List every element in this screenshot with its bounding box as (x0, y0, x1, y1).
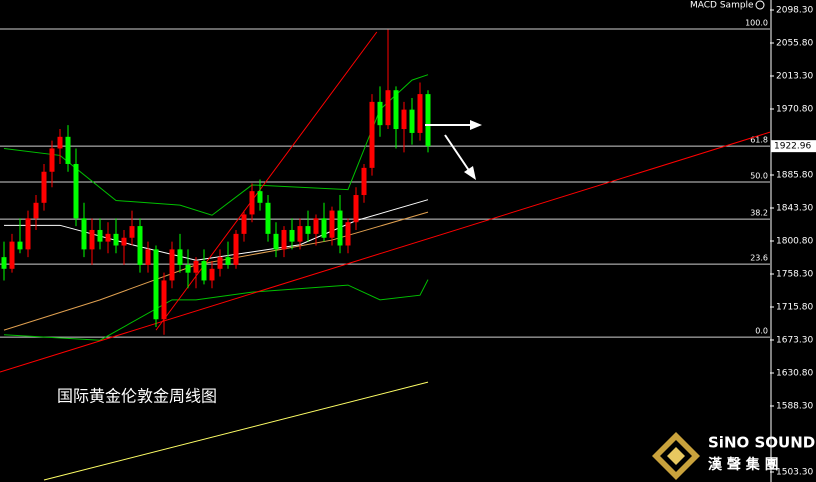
candle-body (313, 218, 319, 234)
candle-body (265, 202, 271, 234)
y-tick-label: 1588.30 (776, 401, 813, 411)
candle-body (113, 233, 119, 246)
y-tick-label: 2055.80 (776, 39, 813, 49)
candle-body (33, 202, 39, 219)
candle-body (377, 101, 383, 126)
chart-title: MACD Sample (690, 1, 754, 11)
arrow (444, 134, 471, 173)
candle-body (273, 233, 279, 250)
indicator-line (4, 199, 429, 261)
fib-label: 50.0 (750, 171, 768, 180)
fib-label: 0.0 (755, 327, 768, 336)
candle-body (385, 90, 391, 126)
indicator-line (3, 279, 429, 341)
indicator-line (43, 381, 429, 481)
candle-body (417, 94, 423, 133)
candle-body (393, 90, 399, 130)
plot: 2098.30 2055.80 2013.30 1970.80 1885.80 1843.… (0, 6, 816, 481)
candle-body (241, 214, 247, 234)
y-tick-label: 2013.30 (776, 72, 813, 82)
candle-body (185, 264, 191, 273)
candle-body (105, 233, 111, 242)
candle-body (121, 237, 127, 246)
candle-body (81, 218, 87, 250)
candle-body (65, 136, 71, 164)
candle-body (145, 249, 151, 265)
candle-body (17, 241, 23, 250)
logo-icon (667, 447, 685, 465)
candle-body (321, 218, 327, 238)
candle-body (233, 233, 239, 265)
candle-body (305, 226, 311, 234)
fib-label: 61.8 (750, 136, 768, 145)
candle-body (49, 148, 55, 172)
logo-name: SiNO SOUND (708, 434, 815, 452)
candle-body (129, 226, 135, 238)
candle-body (161, 280, 167, 320)
logo-subtitle: 漢 聲 集 團 (708, 456, 779, 473)
candle-body (169, 249, 175, 281)
y-tick-label: 1970.80 (776, 105, 813, 115)
candle-body (9, 241, 15, 269)
candle-body (25, 218, 31, 250)
candle-body (425, 94, 431, 147)
title-icon (755, 0, 765, 10)
candle-body (1, 257, 7, 269)
candle-body (369, 101, 375, 168)
candle-body (153, 249, 159, 320)
candle-body (337, 210, 343, 246)
candle-body (89, 229, 95, 250)
candle-body (217, 257, 223, 269)
y-tick-label: 1673.30 (776, 335, 813, 345)
candle-body (257, 191, 263, 203)
y-tick-label: 1843.30 (776, 204, 813, 214)
candle-body (401, 109, 407, 130)
candle-body (177, 249, 183, 265)
y-tick-label: 1885.80 (776, 171, 813, 181)
candle-body (361, 167, 367, 196)
indicator-line (0, 131, 771, 373)
candle-body (97, 229, 103, 242)
fib-label: 38.2 (750, 209, 768, 218)
y-tick-label: 1800.80 (776, 237, 813, 247)
candle-body (201, 261, 207, 281)
candle-body (409, 109, 415, 133)
logo: SiNO SOUND 漢 聲 集 團 (652, 432, 815, 480)
candle-body (41, 171, 47, 203)
y-tick-label: 2098.30 (776, 6, 813, 16)
y-tick-label: 1503.30 (776, 467, 813, 477)
y-tick-label: 1758.30 (776, 269, 813, 279)
candle-body (345, 222, 351, 246)
indicator-line (3, 211, 429, 331)
candle-body (281, 229, 287, 250)
candle-body (225, 257, 231, 265)
fib-label: 100.0 (745, 19, 768, 28)
annotation: 国际黄金伦敦金周线图 (57, 387, 217, 406)
candle-body (329, 210, 335, 238)
y-tick-label: 1715.80 (776, 302, 813, 312)
price-label: 1922.96 (774, 142, 811, 152)
candle-body (193, 261, 199, 273)
fib-label: 23.6 (750, 254, 768, 263)
candle-body (209, 268, 215, 281)
indicator-line (155, 31, 378, 331)
candle-body (289, 229, 295, 242)
candle-body (73, 163, 79, 219)
candle-body (57, 136, 63, 149)
candle-body (249, 191, 255, 215)
arrow-head (470, 120, 482, 130)
candle-body (297, 226, 303, 242)
candle-body (353, 195, 359, 223)
arrows (425, 120, 482, 180)
arrow-head (464, 166, 476, 180)
y-tick-label: 1630.80 (776, 368, 813, 378)
price-box (771, 140, 816, 153)
candle-body (137, 226, 143, 265)
